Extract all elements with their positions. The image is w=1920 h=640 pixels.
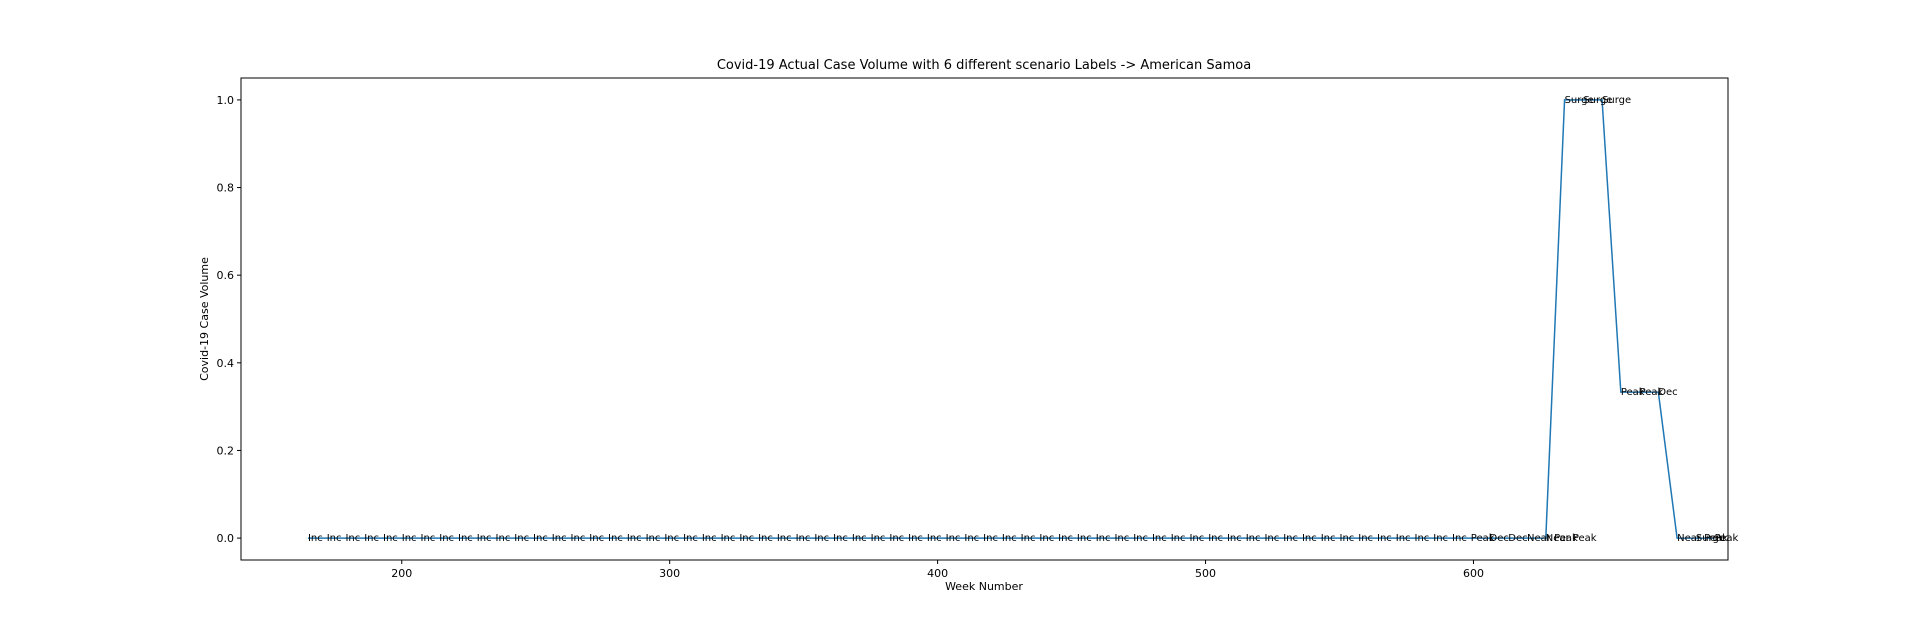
point-label: Near Peak: [1546, 533, 1597, 544]
point-label: Inc: [1452, 533, 1467, 544]
point-label: Peak: [1471, 533, 1495, 544]
point-label: Inc: [627, 533, 642, 544]
point-label: Inc: [1264, 533, 1279, 544]
x-tick-label: 200: [391, 567, 412, 580]
point-label: Inc: [833, 533, 848, 544]
point-label: Inc: [852, 533, 867, 544]
point-label: Inc: [871, 533, 886, 544]
point-label: Peak: [1640, 387, 1664, 398]
point-label: Inc: [552, 533, 567, 544]
point-label: Inc: [702, 533, 717, 544]
y-tick-label: 0.2: [217, 444, 235, 457]
point-label: Inc: [1283, 533, 1298, 544]
point-label: Inc: [514, 533, 529, 544]
point-label: Inc: [439, 533, 454, 544]
x-tick-label: 500: [1195, 567, 1216, 580]
y-axis: 0.0 0.2 0.4 0.6 0.8 1.0: [217, 94, 241, 545]
point-label: Inc: [664, 533, 679, 544]
point-label: Inc: [608, 533, 623, 544]
point-label: Inc: [1039, 533, 1054, 544]
point-label: Inc: [796, 533, 811, 544]
point-label: Inc: [908, 533, 923, 544]
point-label: Near Peak: [1677, 533, 1728, 544]
point-label: Inc: [646, 533, 661, 544]
point-label: Inc: [1002, 533, 1017, 544]
point-label: Inc: [308, 533, 323, 544]
point-label: Inc: [889, 533, 904, 544]
point-label: Inc: [402, 533, 417, 544]
point-label: Inc: [589, 533, 604, 544]
y-tick-label: 0.0: [217, 532, 235, 545]
point-label: Inc: [964, 533, 979, 544]
x-axis-title: Week Number: [945, 580, 1023, 593]
y-axis-title: Covid-19 Case Volume: [198, 257, 211, 381]
point-label: Dec: [1658, 387, 1677, 398]
point-label: Inc: [383, 533, 398, 544]
point-label: Peak: [1715, 533, 1739, 544]
point-label: Inc: [1433, 533, 1448, 544]
y-tick-label: 0.8: [217, 182, 235, 195]
point-label: Inc: [1246, 533, 1261, 544]
point-label: Inc: [421, 533, 436, 544]
point-label: Inc: [814, 533, 829, 544]
point-label: Inc: [1021, 533, 1036, 544]
y-tick-label: 0.6: [217, 269, 235, 282]
point-label: Inc: [1358, 533, 1373, 544]
point-label: Inc: [1096, 533, 1111, 544]
point-label: Inc: [683, 533, 698, 544]
point-label: Inc: [1377, 533, 1392, 544]
point-label: Dec: [1508, 533, 1527, 544]
point-label: Inc: [1171, 533, 1186, 544]
point-label: Inc: [1058, 533, 1073, 544]
point-label: Inc: [1396, 533, 1411, 544]
point-label: Inc: [1208, 533, 1223, 544]
x-tick-label: 400: [927, 567, 948, 580]
point-label: Inc: [1077, 533, 1092, 544]
x-tick-label: 300: [659, 567, 680, 580]
point-label: Surge: [1583, 95, 1612, 106]
point-label: Dec: [1490, 533, 1509, 544]
x-axis: 200 300 400 500 600: [391, 560, 1484, 580]
point-label: Inc: [1302, 533, 1317, 544]
point-label: Inc: [1415, 533, 1430, 544]
point-label: Inc: [1321, 533, 1336, 544]
point-label: Surge: [1565, 95, 1594, 106]
point-label: Inc: [777, 533, 792, 544]
point-label: Inc: [927, 533, 942, 544]
point-label: Inc: [1189, 533, 1204, 544]
point-label: Surge: [1602, 95, 1631, 106]
chart-title: Covid-19 Actual Case Volume with 6 diffe…: [717, 58, 1251, 73]
point-label: Inc: [739, 533, 754, 544]
point-label: Inc: [1227, 533, 1242, 544]
x-tick-label: 600: [1463, 567, 1484, 580]
point-label: Peak: [1621, 387, 1645, 398]
point-label: Inc: [327, 533, 342, 544]
point-label: Inc: [364, 533, 379, 544]
plot-frame: [240, 77, 1729, 561]
point-label: Inc: [946, 533, 961, 544]
point-label: Inc: [1114, 533, 1129, 544]
point-label: Inc: [533, 533, 548, 544]
point-label: Surge: [1696, 533, 1725, 544]
y-tick-label: 1.0: [217, 94, 235, 107]
point-label: Inc: [571, 533, 586, 544]
point-label: Inc: [1152, 533, 1167, 544]
point-label: Inc: [983, 533, 998, 544]
series-line: [307, 99, 1715, 539]
point-label: Inc: [496, 533, 511, 544]
point-label: Inc: [477, 533, 492, 544]
point-label: Inc: [458, 533, 473, 544]
plot-area: Inc Inc Inc Inc Inc Inc Inc Inc Inc Inc Inc Inc Inc I…: [307, 95, 1739, 544]
point-label: Inc: [1133, 533, 1148, 544]
point-label: Inc: [1340, 533, 1355, 544]
point-label: Inc: [721, 533, 736, 544]
y-tick-label: 0.4: [217, 357, 235, 370]
point-label: Inc: [758, 533, 773, 544]
point-label: Near Peak: [1527, 533, 1578, 544]
point-label: Inc: [345, 533, 360, 544]
